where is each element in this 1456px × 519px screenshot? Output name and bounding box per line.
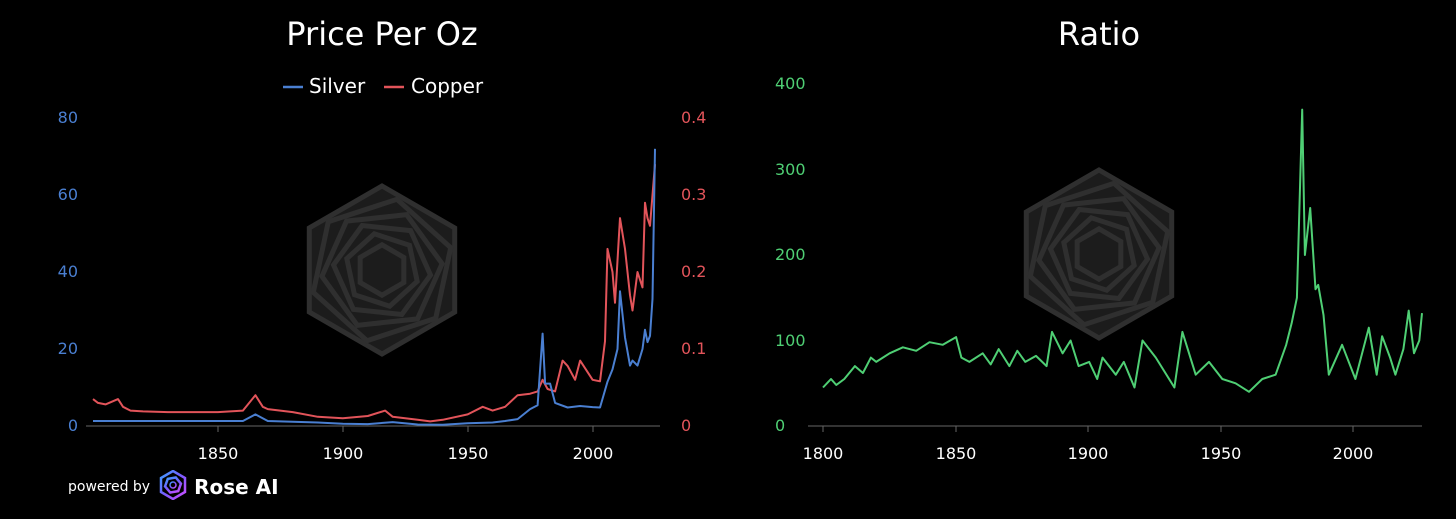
y-tick-label: 40 — [58, 262, 78, 281]
x-tick-1800: 1800 — [803, 426, 844, 463]
legend: Silver Copper — [283, 74, 484, 98]
y-tick-label: 400 — [775, 74, 806, 93]
x-tick-1900: 1900 — [1068, 426, 1109, 463]
watermark-ring — [319, 212, 445, 328]
watermark-right — [1023, 167, 1175, 341]
watermark-ring — [1036, 196, 1162, 312]
y-tick-label: 20 — [58, 339, 78, 358]
y-tick-label: 0 — [68, 416, 78, 435]
series-line-silver — [93, 148, 656, 426]
price-per-oz-chart: Price Per Oz Silver Copper 1850 1900 195… — [58, 15, 707, 463]
y-tick-label: 0 — [681, 416, 691, 435]
x-tick-1950: 1950 — [448, 426, 489, 463]
chart-title-ratio: Ratio — [1058, 15, 1140, 53]
watermark-ring — [1061, 214, 1137, 294]
y-ticks-right-copper: 0 0.1 0.2 0.3 0.4 — [681, 108, 706, 435]
x-tick-2000: 2000 — [1333, 426, 1374, 463]
watermark-ring — [1074, 225, 1124, 283]
x-tick-label: 1900 — [1068, 444, 1109, 463]
y-tick-label: 60 — [58, 185, 78, 204]
watermark-ring — [344, 230, 420, 310]
y-tick-label: 300 — [775, 160, 806, 179]
x-tick-label: 1950 — [448, 444, 489, 463]
watermark-ring — [1023, 167, 1175, 341]
watermark-ring — [1027, 180, 1171, 328]
x-tick-2000: 2000 — [573, 426, 614, 463]
series-line-copper — [92, 164, 656, 423]
x-tick-label: 2000 — [1333, 444, 1374, 463]
y-tick-label: 0.3 — [681, 185, 706, 204]
watermark-ring — [357, 241, 407, 299]
x-tick-label: 2000 — [573, 444, 614, 463]
y-tick-label: 200 — [775, 245, 806, 264]
x-tick-1900: 1900 — [323, 426, 364, 463]
y-ticks-ratio: 0 100 200 300 400 — [775, 74, 806, 435]
brand-name: Rose AI — [194, 475, 279, 499]
y-ticks-left-silver: 0 20 40 60 80 — [58, 108, 78, 435]
watermark-left — [306, 183, 458, 357]
x-tick-1850: 1850 — [936, 426, 977, 463]
series-line-ratio — [822, 108, 1423, 393]
x-ticks-right: 1800 1850 1900 1950 2000 — [803, 426, 1374, 463]
powered-by-footer[interactable]: powered by Rose AI — [68, 469, 279, 504]
watermark-ring — [306, 183, 458, 357]
legend-silver-label: Silver — [309, 74, 366, 98]
x-tick-label: 1850 — [198, 444, 239, 463]
chart-title-price-per-oz: Price Per Oz — [286, 15, 477, 53]
legend-copper-label: Copper — [411, 74, 484, 98]
rose-ai-logo-icon — [158, 469, 188, 504]
x-tick-1950: 1950 — [1201, 426, 1242, 463]
x-ticks-left: 1850 1900 1950 2000 — [198, 426, 614, 463]
x-tick-label: 1850 — [936, 444, 977, 463]
y-tick-label: 0.2 — [681, 262, 706, 281]
watermark-ring — [1047, 206, 1151, 302]
powered-by-label: powered by — [68, 479, 151, 495]
y-tick-label: 80 — [58, 108, 78, 127]
y-tick-label: 0.1 — [681, 339, 706, 358]
x-tick-label: 1900 — [323, 444, 364, 463]
x-tick-label: 1800 — [803, 444, 844, 463]
x-tick-1850: 1850 — [198, 426, 239, 463]
y-tick-label: 100 — [775, 331, 806, 350]
y-tick-label: 0.4 — [681, 108, 706, 127]
ratio-chart: Ratio 1800 1850 1900 1950 2000 0 100 200… — [775, 15, 1423, 463]
x-tick-label: 1950 — [1201, 444, 1242, 463]
y-tick-label: 0 — [775, 416, 785, 435]
watermark-ring — [310, 196, 454, 344]
watermark-ring — [330, 222, 434, 318]
